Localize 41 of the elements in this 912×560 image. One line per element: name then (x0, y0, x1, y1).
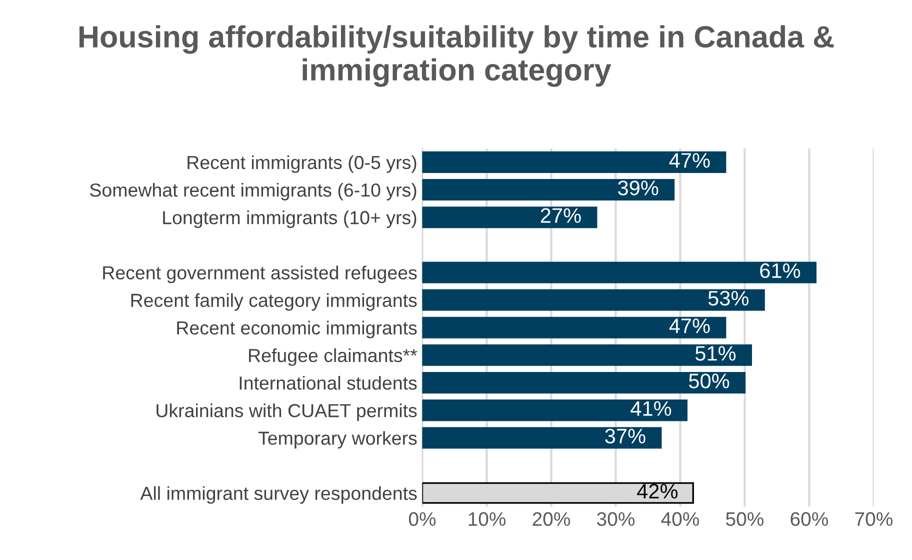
y-tick-label: All immigrant survey respondents (140, 486, 417, 504)
data-label: 27% (540, 208, 581, 223)
data-label: 53% (708, 290, 748, 306)
chart-title: Housing affordability/suitability by time in Canada & immigration category (79, 25, 834, 87)
data-label: 51% (695, 346, 736, 361)
data-label: 47% (669, 153, 710, 168)
x-tick-label: 70% (855, 512, 892, 526)
bar (422, 151, 726, 173)
x-tick-label: 0% (408, 512, 436, 526)
y-tick-label: Recent family category immigrants (131, 293, 417, 311)
data-label: 41% (630, 401, 672, 416)
data-label: 37% (605, 428, 646, 444)
bar (422, 289, 765, 311)
data-label: 50% (689, 374, 730, 388)
y-tick-label: Temporary workers (258, 431, 417, 449)
y-tick-label: Longterm immigrants (10+ yrs) (163, 210, 416, 228)
y-tick-label: Recent economic immigrants (177, 320, 417, 338)
y-tick-label: Refugee claimants** (249, 348, 418, 366)
y-tick-label: Somewhat recent immigrants (6-10 yrs) (90, 182, 416, 200)
y-tick-label: Recent government assisted refugees (103, 266, 417, 284)
bar (422, 206, 598, 228)
bar (422, 178, 675, 201)
y-tick-label: Recent immigrants (0-5 yrs) (188, 155, 416, 173)
bar (422, 344, 752, 366)
bar (422, 372, 746, 394)
bar (422, 427, 662, 449)
y-tick-label: Ukrainians with CUAET permits (156, 404, 417, 421)
y-tick-label: International students (240, 376, 417, 390)
data-label: 42% (637, 484, 678, 499)
x-tick-label: 60% (790, 512, 828, 526)
x-tick-label: 10% (468, 512, 506, 526)
x-tick-label: 40% (661, 512, 699, 526)
data-label: 47% (669, 318, 710, 334)
x-tick-label: 20% (532, 512, 570, 526)
x-tick-label: 50% (726, 512, 764, 526)
data-label: 61% (760, 263, 800, 278)
data-label: 39% (618, 180, 658, 196)
bar (422, 400, 688, 422)
bar (422, 262, 816, 284)
bar (422, 316, 726, 338)
x-tick-label: 30% (597, 512, 634, 526)
